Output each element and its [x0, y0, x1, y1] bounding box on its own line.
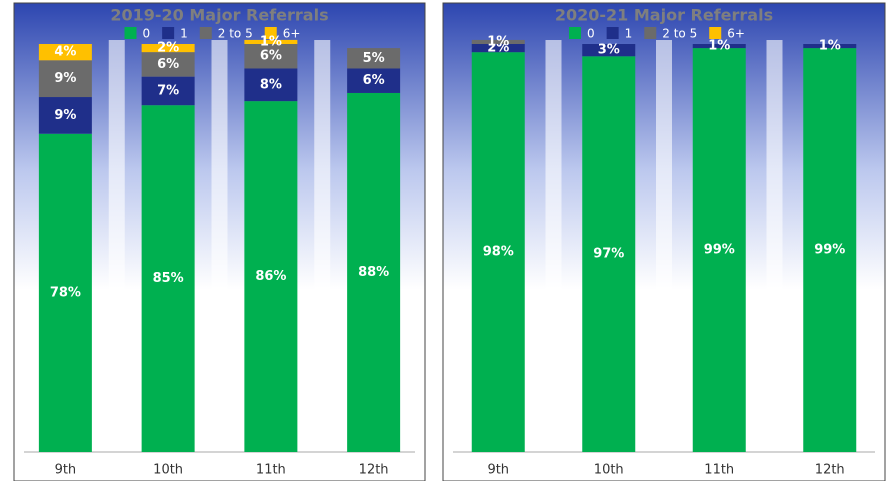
bar-segment [692, 48, 746, 453]
bar-segment [803, 48, 857, 453]
legend-swatch [124, 27, 137, 39]
bar-segment [244, 44, 298, 69]
bar-segment [582, 44, 636, 57]
data-label: 6% [363, 73, 385, 88]
chart-panel: 2020-21 Major Referrals 0 1 2 to 5 6+ 9th 98% 2… [442, 2, 886, 481]
chart-title: 2019-20 Major Referrals [110, 6, 328, 25]
bar-segment [471, 52, 525, 452]
legend-swatch [264, 27, 277, 39]
bar-segment [244, 101, 298, 453]
data-label: 9% [54, 108, 76, 123]
data-label: 78% [50, 285, 81, 300]
divider [108, 40, 125, 452]
divider [656, 40, 672, 452]
bar-segment [38, 133, 92, 452]
legend-label: 6+ [727, 27, 745, 41]
legend-swatch [606, 27, 619, 39]
bar-segment [692, 44, 746, 49]
data-label: 8% [260, 77, 282, 92]
data-label: 88% [358, 265, 389, 280]
data-label: 4% [54, 45, 76, 60]
data-label: 6% [157, 57, 179, 72]
bar-segment [471, 39, 525, 44]
bar-segment [38, 97, 92, 134]
legend-label: 1 [180, 27, 188, 41]
data-label: 1% [487, 34, 509, 49]
bar-segment [471, 44, 525, 53]
data-label: 1% [819, 39, 841, 54]
x-tick-label: 12th [815, 463, 845, 478]
divider [211, 40, 228, 452]
bar-segment [141, 52, 195, 77]
bar-segment [38, 44, 92, 61]
data-label: 99% [704, 243, 735, 258]
data-label: 97% [593, 247, 624, 262]
legend-swatch [199, 27, 212, 39]
data-label: 9% [54, 71, 76, 86]
data-label: 86% [255, 269, 286, 284]
bar-segment [141, 44, 195, 53]
data-label: 85% [153, 271, 184, 286]
x-tick-label: 10th [153, 463, 183, 478]
x-tick-label: 9th [487, 463, 509, 478]
legend-swatch [709, 27, 722, 39]
bar-segment [803, 44, 857, 49]
legend-label: 1 [625, 27, 633, 41]
data-label: 2% [487, 41, 509, 56]
legend-label: 6+ [283, 27, 301, 41]
bar-segment [244, 39, 298, 44]
data-label: 5% [363, 51, 385, 66]
data-label: 99% [814, 243, 845, 258]
bar-segment [141, 76, 195, 106]
legend-label: 0 [587, 27, 595, 41]
chart-panel: 2019-20 Major Referrals 0 1 2 to 5 6+ 9th 78% 9… [13, 2, 426, 481]
bar-segment [582, 56, 636, 453]
x-tick-label: 12th [359, 463, 389, 478]
legend-swatch [644, 27, 657, 39]
x-tick-label: 9th [55, 463, 77, 478]
chart-title: 2020-21 Major Referrals [555, 6, 773, 25]
data-label: 7% [157, 83, 179, 98]
bar-segment [347, 68, 401, 93]
x-tick-label: 11th [256, 463, 286, 478]
bar-segment [141, 105, 195, 452]
data-label: 2% [157, 41, 179, 56]
x-tick-label: 10th [594, 463, 624, 478]
legend-label: 2 to 5 [218, 27, 253, 41]
legend-label: 2 to 5 [662, 27, 697, 41]
legend-swatch [569, 27, 581, 39]
data-label: 98% [483, 245, 514, 260]
bar-segment [38, 60, 92, 98]
divider [545, 40, 562, 452]
divider [766, 40, 783, 452]
data-label: 6% [260, 49, 282, 64]
x-tick-label: 11th [704, 463, 734, 478]
bar-segment [244, 68, 298, 102]
legend-swatch [162, 27, 175, 39]
data-label: 1% [708, 39, 730, 54]
bar-segment [347, 92, 401, 453]
bar-segment [347, 48, 401, 69]
divider [314, 40, 331, 452]
data-label: 3% [598, 43, 620, 58]
data-label: 1% [260, 34, 282, 49]
legend-label: 0 [143, 27, 151, 41]
